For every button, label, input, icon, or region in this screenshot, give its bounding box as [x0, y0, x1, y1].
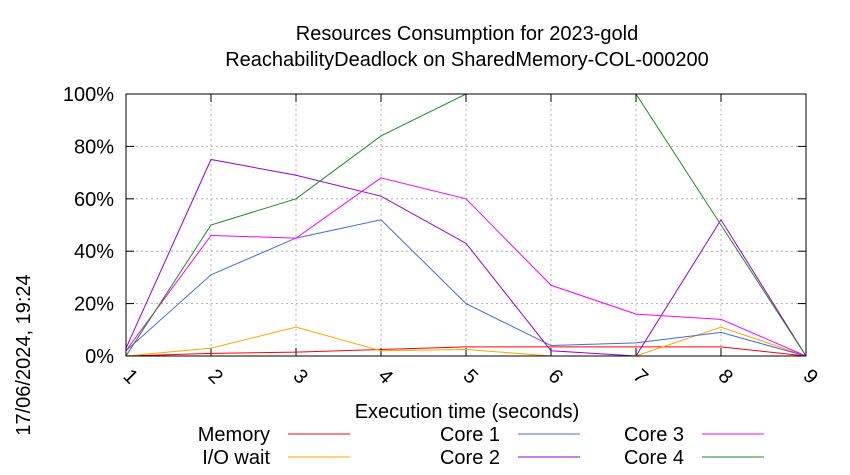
legend-label: Core 3 [624, 424, 684, 446]
legend-item-memory: Memory [198, 424, 350, 446]
legend-item-i-o-wait: I/O wait [202, 447, 350, 469]
y-axis-ticks: 0% 20% 40% 60% 80% 100% [63, 84, 806, 368]
x-tick-label: 3 [289, 365, 312, 388]
y-tick-label: 0% [85, 346, 114, 368]
legend-item-core-2: Core 2 [440, 447, 580, 469]
y-tick-label: 60% [74, 189, 114, 211]
chart-subtitle: ReachabilityDeadlock on SharedMemory-COL… [225, 49, 709, 71]
x-tick-label: 2 [204, 365, 227, 388]
legend-label: Core 1 [440, 424, 500, 446]
series-line-memory [125, 346, 807, 357]
x-axis-label: Execution time (seconds) [355, 401, 580, 423]
x-tick-label: 1 [119, 365, 142, 388]
x-tick-label: 6 [544, 365, 567, 388]
y-tick-label: 40% [74, 241, 114, 263]
y-tick-label: 80% [74, 136, 114, 158]
timestamp-label: 17/06/2024, 19:24 [13, 274, 35, 435]
y-tick-label: 20% [74, 294, 114, 316]
legend-label: Core 2 [440, 447, 500, 469]
legend-item-core-1: Core 1 [440, 424, 580, 446]
x-tick-label: 7 [629, 365, 652, 388]
x-tick-label: 8 [714, 365, 737, 388]
series-line-core-2 [125, 158, 807, 357]
series-line-i-o-wait [125, 326, 807, 357]
x-tick-label: 5 [459, 365, 482, 388]
legend-label: I/O wait [202, 447, 270, 469]
grid [125, 93, 807, 357]
legend-label: Core 4 [624, 447, 684, 469]
x-tick-label: 4 [374, 365, 397, 388]
plot-frame [125, 93, 807, 357]
x-axis-ticks: 1 2 3 4 5 6 7 8 9 [119, 94, 822, 388]
legend-item-core-4: Core 4 [624, 447, 764, 469]
chart-title: Resources Consumption for 2023-gold [296, 23, 638, 45]
x-tick-label: 9 [799, 365, 822, 388]
legend-label: Memory [198, 424, 270, 446]
y-tick-label: 100% [63, 84, 114, 106]
series-line-core-3 [125, 177, 807, 357]
legend-item-core-3: Core 3 [624, 424, 764, 446]
series-line-core-1 [125, 219, 807, 357]
